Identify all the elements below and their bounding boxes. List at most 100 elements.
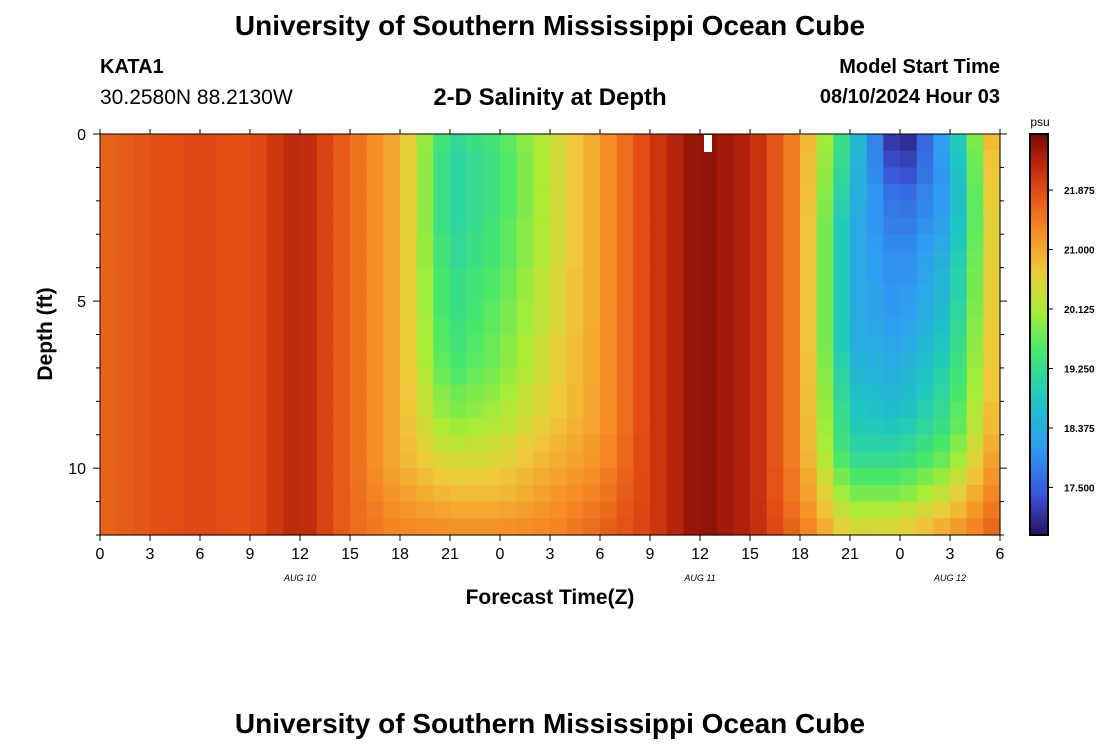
heatmap-cell xyxy=(833,451,851,469)
heatmap-cell xyxy=(866,217,884,235)
heatmap-cell xyxy=(583,200,601,219)
heatmap-cell xyxy=(966,250,984,269)
heatmap-cell xyxy=(966,284,984,302)
x-tick-label: 18 xyxy=(391,546,409,563)
heatmap-cell xyxy=(216,167,234,185)
heatmap-cell xyxy=(216,284,234,302)
heatmap-cell xyxy=(983,200,1001,219)
heatmap-cell xyxy=(650,134,668,152)
heatmap-cell xyxy=(216,484,234,503)
heatmap-cell xyxy=(216,518,234,536)
heatmap-cell xyxy=(700,451,718,469)
heatmap-cell xyxy=(750,301,768,319)
heatmap-cell xyxy=(983,334,1001,352)
heatmap-cell xyxy=(150,451,168,469)
heatmap-cell xyxy=(366,250,384,269)
heatmap-cell xyxy=(333,167,351,185)
heatmap-cell xyxy=(700,217,718,235)
heatmap-cell xyxy=(150,334,168,352)
heatmap-cell xyxy=(133,484,151,503)
heatmap-cell xyxy=(866,484,884,503)
heatmap-cell xyxy=(183,250,201,269)
heatmap-cell xyxy=(183,317,201,336)
heatmap-cell xyxy=(816,501,834,519)
heatmap-cell xyxy=(883,234,901,252)
heatmap-cell xyxy=(216,150,234,169)
heatmap-cell xyxy=(966,518,984,536)
heatmap-cell xyxy=(733,334,751,352)
heatmap-cell xyxy=(233,184,251,202)
heatmap-cell xyxy=(683,184,701,202)
heatmap-cell xyxy=(366,418,384,436)
heatmap-cell xyxy=(900,334,918,352)
heatmap-cell xyxy=(916,401,934,419)
heatmap-cell xyxy=(716,384,734,402)
heatmap-cell xyxy=(100,150,118,169)
heatmap-cell xyxy=(683,367,701,386)
heatmap-cell xyxy=(783,217,801,235)
heatmap-cell xyxy=(316,184,334,202)
heatmap-cell xyxy=(550,301,568,319)
heatmap-cell xyxy=(683,250,701,269)
heatmap-cell xyxy=(183,501,201,519)
heatmap-cell xyxy=(450,267,468,285)
heatmap-cell xyxy=(116,150,134,169)
heatmap-cell xyxy=(983,518,1001,536)
heatmap-cell xyxy=(233,134,251,152)
heatmap-cell xyxy=(700,150,718,169)
heatmap-cell xyxy=(116,134,134,152)
x-tick-label: 6 xyxy=(996,546,1005,563)
heatmap-cell xyxy=(683,267,701,285)
heatmap-cell xyxy=(200,518,218,536)
heatmap-cell xyxy=(216,134,234,152)
heatmap-cell xyxy=(100,234,118,252)
heatmap-cell xyxy=(400,150,418,169)
heatmap-cell xyxy=(383,451,401,469)
heatmap-cell xyxy=(216,367,234,386)
heatmap-cell xyxy=(550,418,568,436)
heatmap-cell xyxy=(533,334,551,352)
heatmap-cell xyxy=(850,284,868,302)
heatmap-cell xyxy=(566,367,584,386)
heatmap-cell xyxy=(600,468,618,486)
heatmap-cell xyxy=(866,167,884,185)
heatmap-cell xyxy=(450,501,468,519)
heatmap-cell xyxy=(650,501,668,519)
heatmap-cell xyxy=(233,468,251,486)
heatmap-cell xyxy=(783,301,801,319)
heatmap-cell xyxy=(983,250,1001,269)
heatmap-cell xyxy=(466,501,484,519)
heatmap-cell xyxy=(566,134,584,152)
heatmap-cell xyxy=(133,367,151,386)
heatmap-cell xyxy=(400,134,418,152)
heatmap-cell xyxy=(150,234,168,252)
heatmap-cell xyxy=(850,250,868,269)
heatmap-cell xyxy=(650,217,668,235)
heatmap-cell xyxy=(150,317,168,336)
heatmap-cell xyxy=(566,518,584,536)
heatmap-cell xyxy=(950,434,968,453)
heatmap-cell xyxy=(833,234,851,252)
axes: 0 3 6 9 12 15 18 21 0 3 6 9 12 15 18 21 0 3 6 AUG 10 AUG 11 A… xyxy=(68,127,1007,583)
heatmap-cell xyxy=(316,351,334,369)
heatmap-cell xyxy=(916,217,934,235)
heatmap-cell xyxy=(300,418,318,436)
heatmap-cell xyxy=(466,267,484,285)
heatmap-cell xyxy=(833,434,851,453)
heatmap-cell xyxy=(800,317,818,336)
heatmap-cell xyxy=(900,267,918,285)
heatmap-cell xyxy=(116,401,134,419)
heatmap-cell xyxy=(950,150,968,169)
heatmap-cell xyxy=(750,284,768,302)
heatmap-cell xyxy=(133,401,151,419)
heatmap-cell xyxy=(833,167,851,185)
heatmap-cell xyxy=(200,200,218,219)
y-tick-label: 10 xyxy=(68,461,86,478)
heatmap-cell xyxy=(483,451,501,469)
heatmap-cell xyxy=(766,401,784,419)
heatmap-cell xyxy=(483,334,501,352)
heatmap-cell xyxy=(183,434,201,453)
heatmap-cell xyxy=(200,150,218,169)
heatmap-cell xyxy=(833,468,851,486)
heatmap-cell xyxy=(966,267,984,285)
